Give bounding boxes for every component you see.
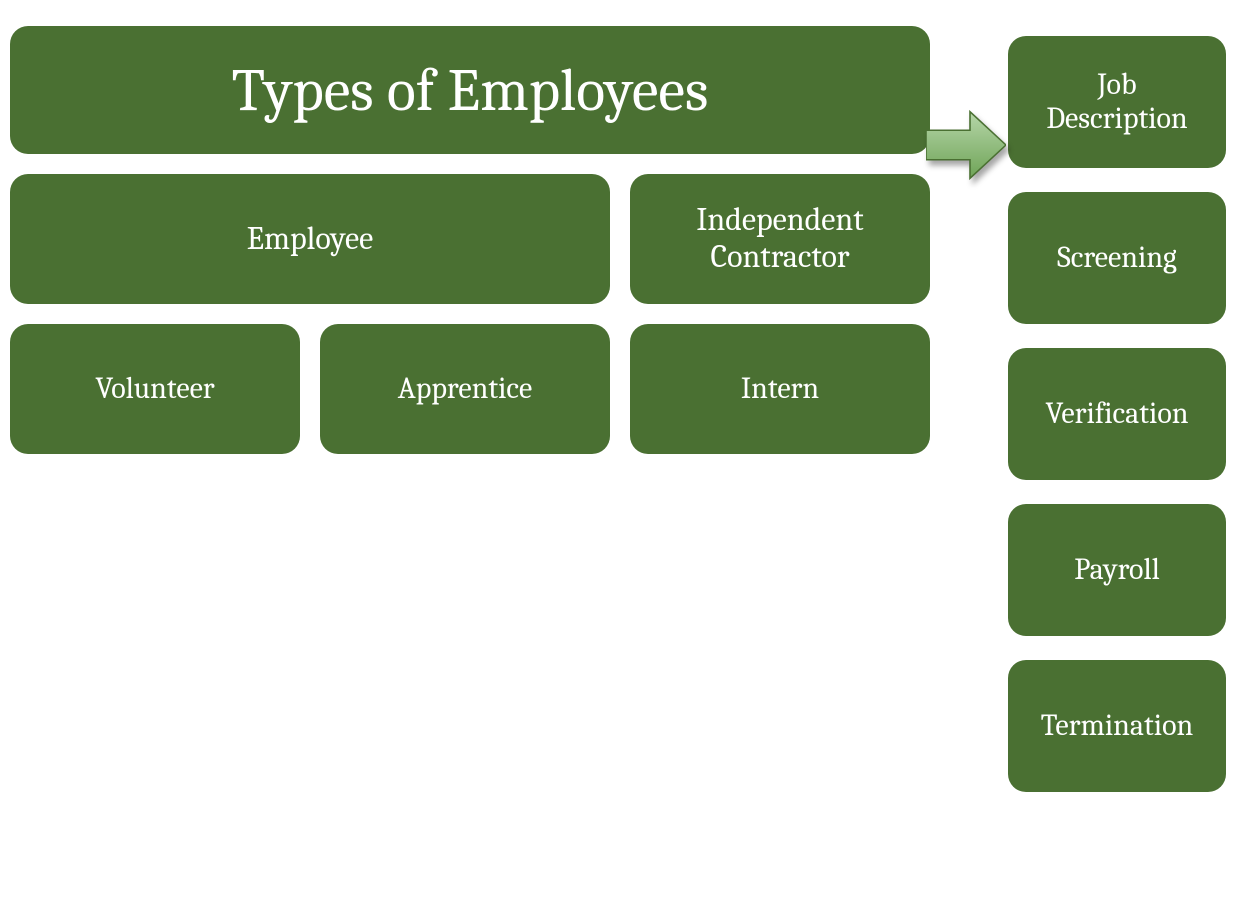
side-label-payroll: Payroll: [1074, 553, 1159, 588]
side-label-termination: Termination: [1041, 709, 1193, 744]
side-box-verification: Verification: [1008, 348, 1226, 480]
intern-box: Intern: [630, 324, 930, 454]
side-label-job_description: JobDescription: [1046, 68, 1187, 137]
side-box-screening: Screening: [1008, 192, 1226, 324]
contractor-label: IndependentContractor: [696, 202, 863, 276]
contractor-box: IndependentContractor: [630, 174, 930, 304]
side-label-screening: Screening: [1057, 241, 1177, 276]
employee-box: Employee: [10, 174, 610, 304]
intern-label: Intern: [741, 372, 819, 407]
employee-label: Employee: [247, 221, 374, 258]
side-label-verification: Verification: [1046, 397, 1189, 432]
side-box-termination: Termination: [1008, 660, 1226, 792]
apprentice-label: Apprentice: [398, 372, 533, 407]
side-box-payroll: Payroll: [1008, 504, 1226, 636]
title-label: Types of Employees: [232, 56, 709, 125]
apprentice-box: Apprentice: [320, 324, 610, 454]
arrow-icon: [926, 108, 1006, 182]
volunteer-label: Volunteer: [95, 372, 214, 407]
volunteer-box: Volunteer: [10, 324, 300, 454]
side-box-job_description: JobDescription: [1008, 36, 1226, 168]
title-box: Types of Employees: [10, 26, 930, 154]
